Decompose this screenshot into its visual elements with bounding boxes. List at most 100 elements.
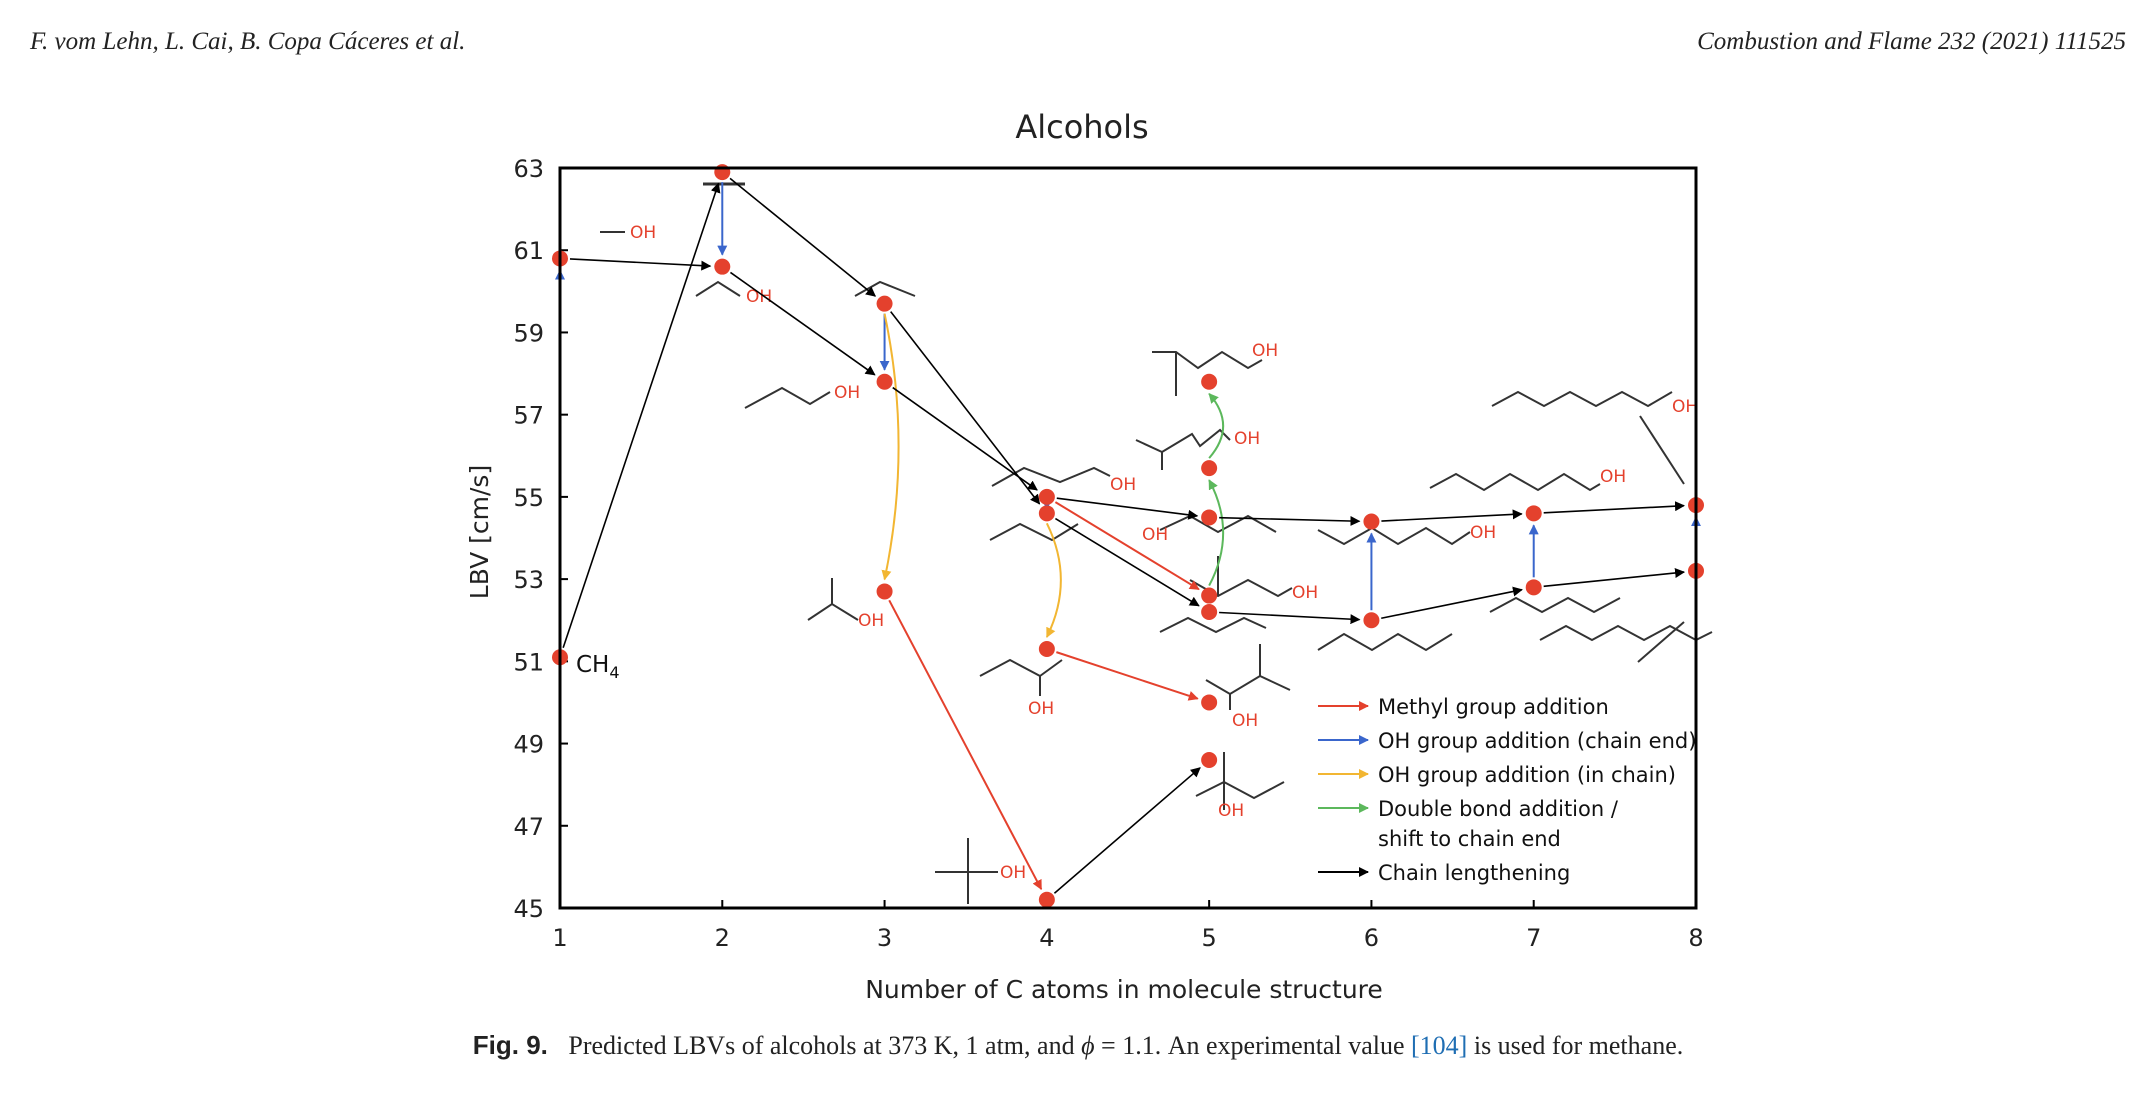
arrow-chain-ethanol-to-1-propanol	[729, 271, 876, 376]
oh-label: OH	[834, 383, 860, 403]
oh-label: OH	[1672, 397, 1698, 417]
x-tick-label: 8	[1688, 924, 1703, 952]
x-tick-label: 3	[877, 924, 892, 952]
1-heptanol-structure	[1429, 472, 1601, 492]
2-methyl-2-butanol-structure	[1195, 752, 1285, 810]
oh-label: OH	[1028, 699, 1054, 719]
point-hexane	[1363, 612, 1380, 629]
arrow-chain-tert-butanol-to-2-methyl-2-butanol	[1053, 767, 1201, 894]
point-1-hexanol	[1363, 513, 1380, 530]
oh-label: OH	[1000, 863, 1026, 883]
point-pentane	[1201, 604, 1218, 620]
arrow-chain-methane-to-ethane	[562, 182, 721, 648]
point-3-methyl-2-butanol	[1201, 694, 1218, 711]
methane-label: CH4	[576, 652, 620, 682]
y-tick-label: 61	[513, 237, 544, 265]
1-propanol-structure	[744, 386, 831, 409]
oh-label: OH	[1470, 523, 1496, 543]
arrow-double_bond-pentenol-to-prenol-type	[1208, 393, 1224, 459]
arrow-chain-ethane-to-propane	[729, 177, 877, 297]
arrow-chain-1-heptanol-to-1-octanol	[1543, 501, 1686, 514]
butane-structure	[989, 522, 1079, 542]
running-header: F. vom Lehn, L. Cai, B. Copa Cáceres et …	[0, 28, 2156, 68]
arrow-chain-butane-to-pentane	[1054, 517, 1200, 607]
oh-label: OH	[1110, 475, 1136, 495]
ethanol-structure	[695, 280, 741, 297]
legend-label: Methyl group addition	[1378, 695, 1609, 719]
legend-label-line2: shift to chain end	[1378, 827, 1561, 851]
lbv-chart: Alcohols LBV [cm/s] Number of C atoms in…	[465, 108, 1713, 1004]
oh-label: OH	[1600, 467, 1626, 487]
prenol-type-structure	[1152, 350, 1263, 396]
reference-link[interactable]: [104]	[1411, 1031, 1468, 1060]
point-butane	[1038, 505, 1055, 522]
point-1-propanol	[876, 373, 893, 390]
arrow-chain-methanol-to-ethanol	[569, 258, 712, 271]
x-tick-label: 2	[715, 924, 730, 952]
arrow-chain-1-hexanol-to-1-heptanol	[1381, 509, 1523, 522]
arrow-chain-pentane-to-hexane	[1219, 611, 1361, 625]
legend-label: Chain lengthening	[1378, 861, 1570, 885]
y-tick-label: 57	[513, 402, 544, 430]
pentane-structure	[1159, 616, 1267, 634]
octanol-leader-line	[1639, 415, 1685, 485]
x-tick-label: 6	[1364, 924, 1379, 952]
ch4-subscript: 4	[609, 663, 619, 682]
propane-structure	[854, 280, 916, 297]
x-axis-label: Number of C atoms in molecule structure	[865, 975, 1383, 1004]
arrow-methyl-1-butanol-to-2-methyl-1-butanol	[1054, 501, 1200, 591]
point-1-heptanol	[1525, 505, 1542, 522]
2-butanol-structure	[979, 658, 1063, 696]
y-tick-label: 47	[513, 813, 544, 841]
oh-label: OH	[1234, 429, 1260, 449]
point-prenol-type	[1201, 373, 1218, 390]
arrow-chain-1-pentanol-to-1-hexanol	[1219, 516, 1361, 527]
authors: F. vom Lehn, L. Cai, B. Copa Cáceres et …	[30, 28, 466, 55]
journal-citation: Combustion and Flame 232 (2021) 111525	[1697, 28, 2126, 55]
x-tick-label: 1	[552, 924, 567, 952]
3-methyl-2-butanol-structure	[1205, 644, 1291, 710]
point-pentenol	[1201, 460, 1218, 477]
oh-label: OH	[1142, 525, 1168, 545]
oh-label: OH	[858, 611, 884, 631]
oh-label: OH	[1292, 583, 1318, 603]
y-axis-label: LBV [cm/s]	[465, 465, 494, 599]
legend-label: Double bond addition /	[1378, 797, 1619, 821]
1-pentanol-structure	[1159, 514, 1277, 534]
1-hexanol-structure	[1317, 526, 1471, 546]
point-2-butanol	[1038, 641, 1055, 657]
ch4-main: CH	[576, 652, 609, 678]
point-heptane	[1525, 579, 1542, 596]
arrow-oh_in-propane-to-2-propanol	[881, 313, 900, 581]
y-tick-label: 55	[513, 484, 544, 512]
oh-label: OH	[630, 223, 656, 243]
y-tick-label: 51	[513, 648, 544, 676]
arrow-chain-1-butanol-to-1-pentanol	[1056, 497, 1199, 520]
point-tert-butanol	[1038, 891, 1055, 908]
arrow-methyl-2-propanol-to-tert-butanol	[888, 599, 1043, 891]
heptane-structure	[1489, 596, 1621, 614]
y-tick-label: 53	[513, 566, 544, 594]
oh-label: OH	[1252, 341, 1278, 361]
x-tick-label: 7	[1526, 924, 1541, 952]
point-ethanol	[714, 258, 731, 275]
x-tick-label: 5	[1202, 924, 1217, 952]
arrow-chain-propane-to-butane	[890, 311, 1041, 505]
point-2-propanol	[876, 583, 893, 600]
y-tick-label: 63	[513, 155, 544, 183]
arrow-methyl-2-butanol-to-3-methyl-2-butanol	[1056, 651, 1199, 701]
point-2-methyl-2-butanol	[1201, 752, 1218, 768]
arrow-oh_in-butane-to-2-butanol	[1045, 522, 1062, 638]
arrow-chain-heptane-to-octane	[1543, 568, 1686, 588]
oh-labels: OH OH OH OH OH OH OH OH OH OH OH OH OH O…	[630, 223, 1698, 883]
oh-label: OH	[1218, 801, 1244, 821]
point-propane	[876, 295, 893, 312]
arrow-chain-hexane-to-heptane	[1381, 586, 1523, 620]
point-1-butanol	[1038, 488, 1055, 505]
caption-label: Fig. 9.	[472, 1030, 548, 1060]
point-1-pentanol	[1201, 509, 1218, 526]
hexane-structure	[1317, 632, 1453, 652]
arrow-double_bond-2-methyl-1-butanol-to-pentenol	[1208, 479, 1225, 587]
tert-butanol-structure	[935, 838, 998, 904]
